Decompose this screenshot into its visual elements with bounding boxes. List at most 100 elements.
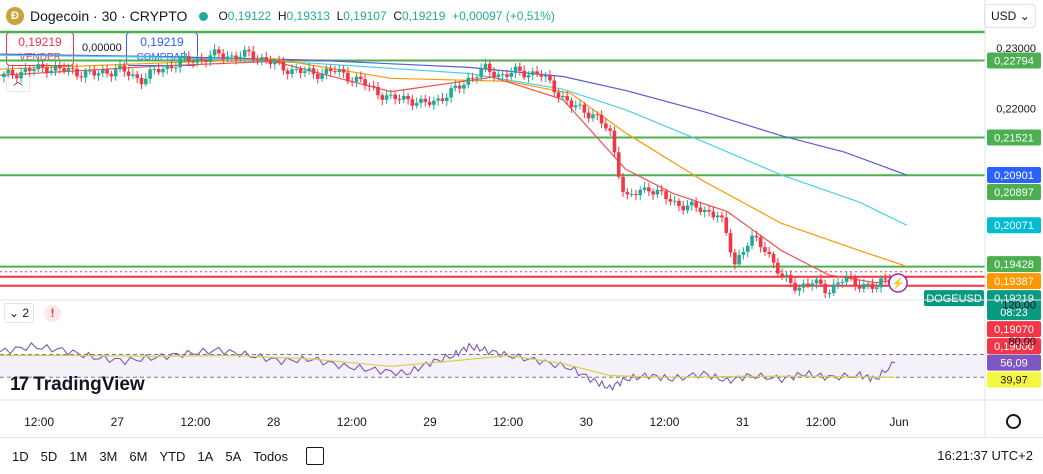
candle-body	[591, 114, 595, 119]
rsi-ma-tag-label: 39,97	[1000, 375, 1028, 387]
candle-body	[569, 100, 574, 108]
candle-body	[298, 68, 303, 73]
candle-body	[552, 80, 557, 93]
rsi-band	[0, 354, 985, 378]
moving-average-3	[0, 60, 907, 284]
moving-averages	[0, 53, 908, 284]
price-tag-label-3: 0,20897	[994, 187, 1034, 199]
time-tick-label-4: 12:00	[337, 415, 367, 429]
timeframe-1d[interactable]: 1D	[12, 448, 29, 464]
candle-body	[457, 85, 462, 89]
candle-body	[672, 200, 677, 202]
time-tick-label-6: 12:00	[493, 415, 523, 429]
candle-body	[363, 79, 367, 86]
timeframe-6m[interactable]: 6M	[129, 448, 148, 464]
candle-body	[655, 189, 660, 195]
candle-body	[376, 86, 380, 96]
candle-body	[801, 283, 806, 288]
warning-icon[interactable]: !	[44, 305, 61, 322]
price-tag-label-5: 0,19428	[994, 259, 1034, 271]
time-tick-label-11: Jun	[889, 415, 908, 429]
candle-body	[449, 88, 453, 98]
candle-body	[148, 69, 152, 79]
price-tag-label-1: 0,21521	[994, 133, 1034, 145]
candle-body	[659, 189, 664, 192]
candle-body	[15, 75, 19, 79]
candle-body	[19, 72, 23, 79]
timeframe-ytd[interactable]: YTD	[159, 448, 186, 464]
candle-body	[105, 69, 109, 74]
candle-body	[556, 92, 561, 98]
candle-body	[621, 176, 625, 192]
ohlc-legend: O0,19122 H0,19313 L0,19107 C0,19219 +0,0…	[218, 9, 554, 23]
calendar-range-icon[interactable]	[305, 447, 324, 465]
candle-body	[36, 64, 41, 70]
candle-body	[2, 73, 6, 78]
clock-readout[interactable]: 16:21:37 UTC+2	[937, 448, 1033, 463]
candle-body	[883, 278, 888, 280]
candle-body	[853, 276, 858, 286]
rsi-ma-tag-bg	[987, 371, 1041, 388]
rsi-pane: 120,00 80,00 56,09 39,97	[0, 299, 1043, 392]
candle-body	[586, 112, 591, 119]
candle-body	[681, 205, 686, 211]
candle-body	[414, 102, 419, 106]
candle-body	[277, 60, 281, 62]
tradingview-mark-icon: 17	[10, 374, 29, 395]
candle-body	[874, 287, 879, 289]
candle-body	[483, 63, 488, 69]
candle-body	[118, 65, 122, 70]
time-tick-label-1: 27	[111, 415, 125, 429]
candle-body	[492, 71, 496, 78]
candle-body	[122, 65, 127, 72]
candle-body	[380, 95, 385, 100]
candle-body	[823, 283, 827, 294]
chart-header: Ð Dogecoin · 30 · CRYPTO O0,19122 H0,193…	[0, 0, 985, 32]
candle-body	[819, 279, 823, 284]
price-tag-bg-2	[987, 167, 1041, 184]
candle-body	[844, 276, 849, 282]
candle-body	[100, 69, 105, 74]
currency-select[interactable]: USD ⌄	[984, 4, 1036, 28]
candle-body	[315, 73, 320, 79]
candle-body	[45, 67, 49, 74]
timeframe-5d[interactable]: 5D	[40, 448, 58, 464]
time-tick-label-10: 12:00	[806, 415, 836, 429]
timeframe-all[interactable]: Todos	[253, 448, 288, 464]
currency-value: USD	[991, 9, 1017, 23]
candle-body	[831, 284, 836, 294]
time-tick-label-0: 12:00	[24, 415, 54, 429]
price-tag-bg-7	[987, 290, 1041, 321]
candle-body	[754, 235, 759, 238]
candle-body	[711, 211, 716, 218]
candle-body	[440, 98, 445, 102]
candle-body	[573, 105, 578, 108]
candle-body	[169, 65, 174, 69]
candle-body	[479, 68, 483, 78]
candle-body	[634, 194, 638, 196]
candle-body	[113, 69, 118, 77]
timeframe-3m[interactable]: 3M	[99, 448, 118, 464]
candle-body	[152, 68, 157, 70]
candle-body	[724, 217, 729, 233]
candle-body	[354, 76, 359, 82]
time-tick-label-9: 31	[736, 415, 750, 429]
candle-body	[685, 205, 690, 211]
price-chart[interactable]: 0,23000 0,22000 0,22794 0,21521 0,20901 0,20…	[0, 0, 1043, 437]
ohlc-high: 0,19313	[286, 9, 330, 23]
candle-body	[406, 95, 410, 100]
gear-icon[interactable]	[1006, 414, 1021, 429]
candle-body	[462, 84, 466, 89]
candle-body	[487, 63, 492, 72]
symbol-title[interactable]: Dogecoin · 30 · CRYPTO	[30, 8, 188, 24]
candle-body	[535, 71, 539, 75]
price-tag-bg-4	[987, 217, 1041, 234]
timeframe-1a[interactable]: 1A	[197, 448, 214, 464]
rsi-current-tag-bg	[987, 354, 1041, 371]
indicator-toggle[interactable]: ⌄ 2	[4, 303, 34, 323]
candle-body	[780, 273, 784, 277]
timeframe-1m[interactable]: 1M	[69, 448, 88, 464]
timeframe-5a[interactable]: 5A	[225, 448, 242, 464]
candle-body	[410, 99, 415, 106]
collapse-legend-button[interactable]: ︿	[6, 74, 30, 92]
